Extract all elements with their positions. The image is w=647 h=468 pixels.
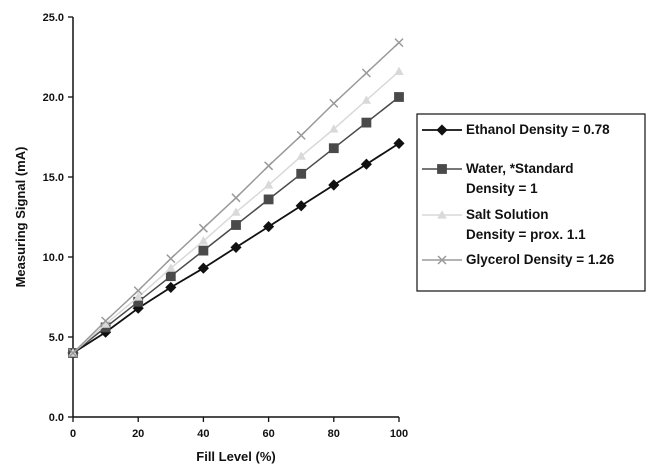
legend-label: Ethanol Density = 0.78 — [466, 122, 610, 137]
series-2-point — [296, 151, 306, 160]
y-axis-title: Measuring Signal (mA) — [13, 147, 28, 288]
y-tick-label: 25.0 — [43, 12, 64, 24]
x-tick-label: 80 — [328, 428, 340, 440]
series-2-point — [263, 180, 274, 189]
x-axis-title: Fill Level (%) — [196, 449, 275, 464]
series-2-point — [166, 263, 176, 272]
series-3-point — [101, 316, 111, 326]
series-2-point — [133, 292, 143, 301]
y-tick-label: 20.0 — [43, 92, 64, 104]
series-1-point — [296, 168, 307, 179]
series-3-point — [329, 98, 339, 108]
series-1-point — [165, 271, 176, 282]
y-tick-label: 0.0 — [49, 412, 64, 424]
series-3-point — [296, 130, 306, 140]
legend-label: Salt Solution — [466, 207, 549, 222]
y-tick-label: 15.0 — [43, 172, 64, 184]
series-1-point — [328, 143, 339, 154]
legend-symbol-marker — [437, 164, 447, 174]
series-1-point — [231, 220, 241, 230]
legend-label: Water, *Standard — [466, 161, 574, 176]
series-0-point — [263, 221, 275, 233]
series-0-point — [230, 241, 242, 253]
series-3 — [68, 38, 404, 358]
axes — [72, 17, 399, 418]
x-tick-label: 60 — [262, 428, 274, 440]
x-tick-label: 100 — [390, 428, 408, 440]
tick-marks: 0.0 5.0 10.0 15.0 20.0 25.0 0 20 40 60 80 100 — [43, 12, 409, 440]
series-3-point — [133, 286, 143, 296]
y-tick-label: 10.0 — [43, 252, 64, 264]
series-3-point — [198, 223, 208, 233]
series-2-point — [394, 66, 404, 75]
series-3-point — [231, 193, 241, 203]
series-3-point — [394, 38, 404, 48]
series-2 — [68, 66, 404, 357]
legend-label: Glycerol Density = 1.26 — [466, 252, 615, 267]
series-2-point — [231, 207, 241, 216]
series-3-point — [264, 161, 274, 171]
legend-box — [416, 113, 646, 292]
series-2-point — [329, 124, 339, 133]
series-2-point — [361, 95, 372, 104]
series-lines — [67, 38, 405, 359]
legend-entry-3: Glycerol Density = 1.26 — [422, 252, 615, 267]
series-0-point — [165, 281, 177, 293]
series-3-point — [361, 68, 371, 78]
y-tick-label: 5.0 — [49, 332, 64, 344]
series-2-point — [198, 236, 209, 245]
series-0-point — [328, 179, 340, 191]
series-0-point — [197, 262, 209, 274]
series-1-point — [394, 92, 404, 102]
series-1 — [68, 92, 404, 358]
series-1-point — [263, 194, 274, 205]
series-1-point — [361, 117, 372, 128]
series-0 — [67, 137, 405, 359]
legend-entry-1: Water, *Standard Density = 1 — [422, 161, 574, 196]
legend-label: Density = prox. 1.1 — [466, 227, 586, 242]
legend-label: Density = 1 — [466, 181, 538, 196]
x-tick-label: 40 — [197, 428, 209, 440]
legend-symbol-marker — [437, 210, 447, 219]
legend-entry-0: Ethanol Density = 0.78 — [422, 122, 610, 137]
legend-entry-2: Salt Solution Density = prox. 1.1 — [422, 207, 586, 242]
series-0-point — [360, 158, 372, 170]
series-0-point — [393, 137, 405, 149]
series-3-point — [68, 348, 78, 358]
x-tick-label: 0 — [70, 428, 76, 440]
series-3-point — [166, 254, 176, 264]
legend-symbol-marker — [437, 255, 447, 265]
legend: Ethanol Density = 0.78 Water, *Standard De… — [416, 113, 646, 292]
series-0-point — [295, 200, 307, 212]
series-1-point — [198, 245, 209, 256]
x-tick-label: 20 — [132, 428, 144, 440]
legend-symbol-marker — [436, 124, 448, 136]
